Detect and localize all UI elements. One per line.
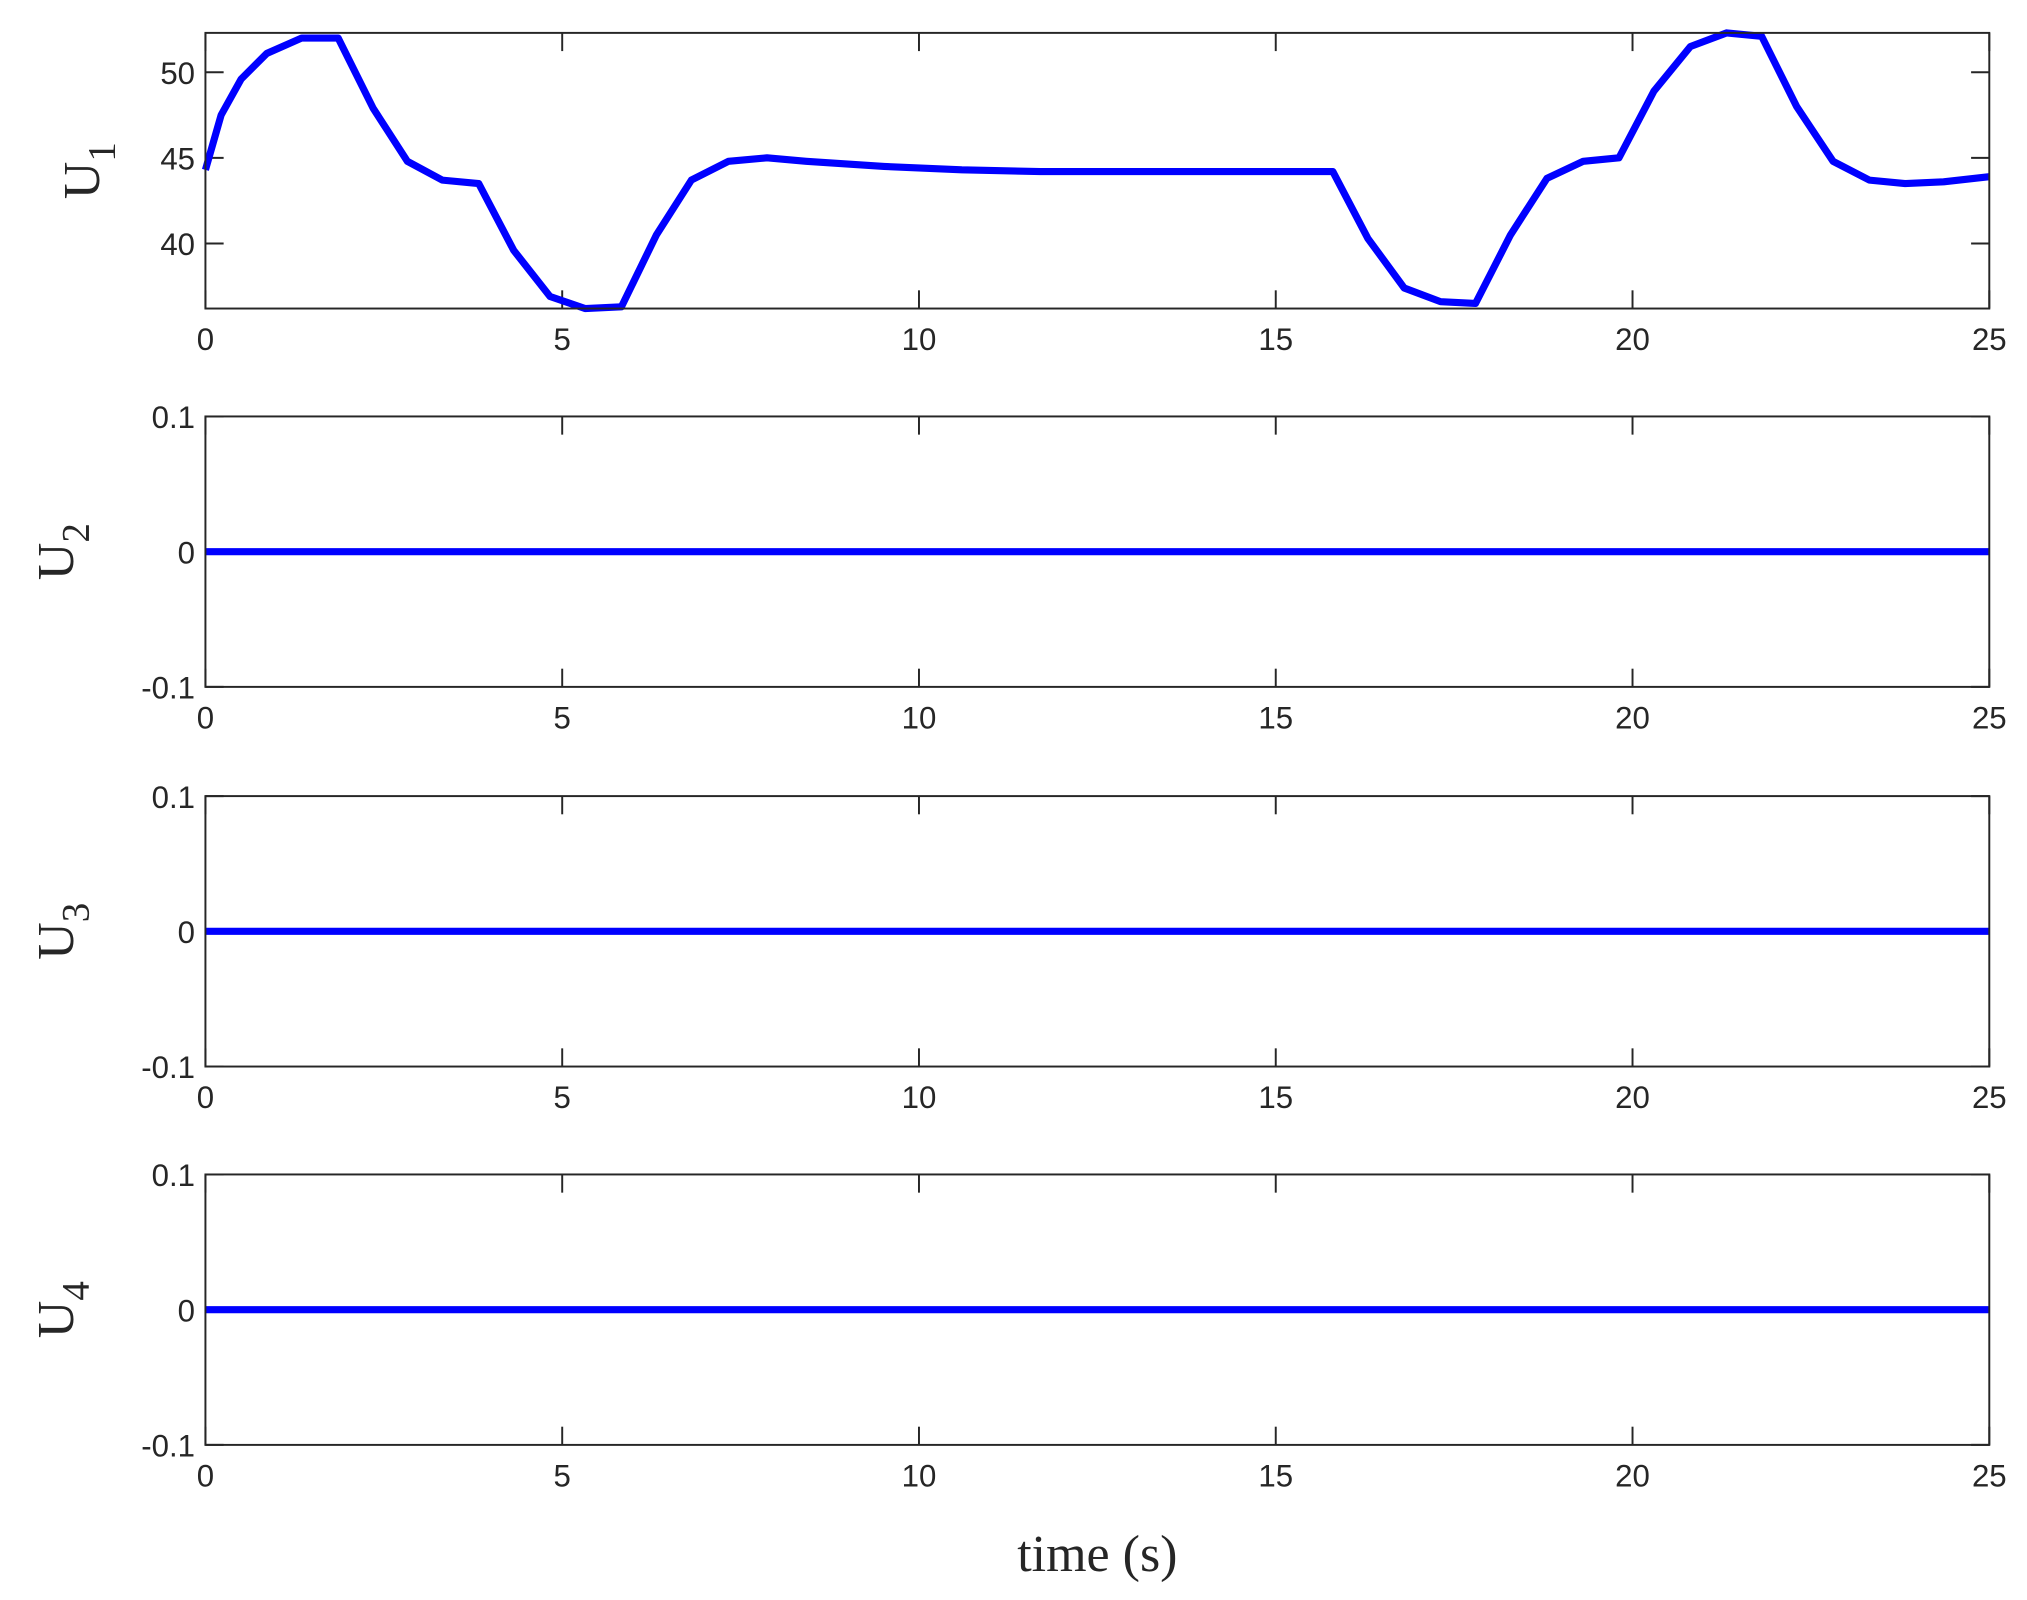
y-axis-label: U4 <box>28 1281 98 1338</box>
subplot: 0 5 10 15 20 25-0.100.1U3 <box>28 780 2007 1115</box>
x-tick-label: 15 <box>1258 1459 1293 1494</box>
y-tick-label: 0 <box>178 1293 195 1328</box>
y-label-base: U <box>54 162 111 200</box>
y-label-base: U <box>28 543 85 581</box>
x-tick-label: 5 <box>554 322 571 357</box>
x-tick-label: 25 <box>1972 1080 2007 1115</box>
y-tick-label: 0.1 <box>152 400 195 435</box>
y-tick-label: 0.1 <box>152 1158 195 1193</box>
y-tick-label: 45 <box>160 142 195 177</box>
y-tick-label: 0 <box>178 535 195 570</box>
y-axis-label: U2 <box>28 523 98 580</box>
x-tick-label: 0 <box>197 700 214 735</box>
x-tick-label: 5 <box>554 1459 571 1494</box>
y-label-subscript: 4 <box>54 1281 97 1301</box>
y-tick-label: 50 <box>160 56 195 91</box>
x-tick-label: 10 <box>902 700 937 735</box>
y-label-base: U <box>28 1301 85 1339</box>
x-tick-label: 25 <box>1972 322 2007 357</box>
axes-frame <box>204 1173 1991 1446</box>
x-tick-label: 5 <box>554 700 571 735</box>
y-tick-label: -0.1 <box>141 1050 195 1085</box>
y-label-subscript: 1 <box>80 142 123 162</box>
x-tick-label: 15 <box>1258 700 1293 735</box>
x-axis-label: time (s) <box>1017 1526 1177 1583</box>
y-tick-label: 0 <box>178 915 195 950</box>
x-tick-label: 20 <box>1615 1459 1650 1494</box>
y-axis-label: U3 <box>28 903 98 960</box>
subplot: 0 5 10 15 20 25 40 45 50 U1 <box>54 29 2007 357</box>
y-tick-label: 0.1 <box>152 780 195 815</box>
y-axis-label: U1 <box>54 142 124 199</box>
x-tick-label: 0 <box>197 1080 214 1115</box>
axes-frame <box>204 31 1991 310</box>
x-tick-label: 15 <box>1258 1080 1293 1115</box>
x-tick-label: 20 <box>1615 1080 1650 1115</box>
y-label-base: U <box>28 922 85 960</box>
x-tick-label: 10 <box>902 1459 937 1494</box>
axes-frame <box>204 415 1991 688</box>
x-tick-label: 20 <box>1615 322 1650 357</box>
data-line <box>201 29 1990 313</box>
x-tick-label: 0 <box>197 1459 214 1494</box>
axes-frame <box>204 795 1991 1068</box>
x-tick-label: 25 <box>1972 1459 2007 1494</box>
y-tick-label: -0.1 <box>141 1429 195 1464</box>
x-tick-label: 20 <box>1615 700 1650 735</box>
y-tick-label: 40 <box>160 227 195 262</box>
x-tick-label: 15 <box>1258 322 1293 357</box>
y-tick-label: -0.1 <box>141 671 195 706</box>
y-label-subscript: 3 <box>54 903 97 922</box>
x-tick-label: 10 <box>902 322 937 357</box>
y-label-subscript: 2 <box>54 523 97 543</box>
x-tick-label: 0 <box>197 322 214 357</box>
x-tick-label: 10 <box>902 1080 937 1115</box>
x-tick-label: 5 <box>554 1080 571 1115</box>
subplot: 0 5 10 15 20 25-0.100.1U2 <box>28 400 2007 735</box>
x-tick-label: 25 <box>1972 700 2007 735</box>
